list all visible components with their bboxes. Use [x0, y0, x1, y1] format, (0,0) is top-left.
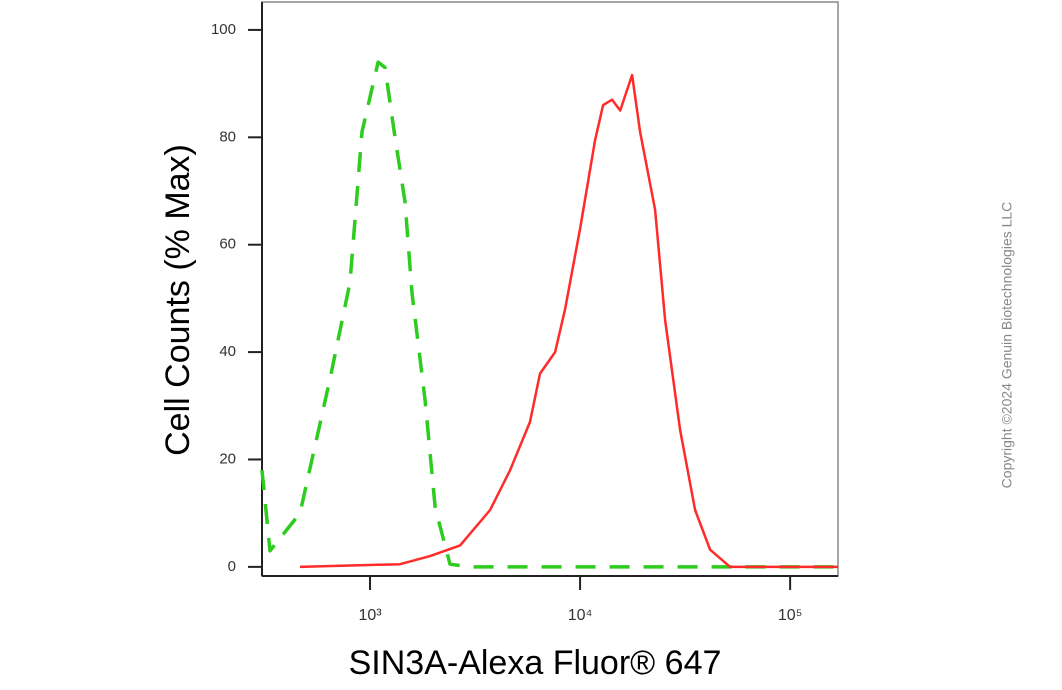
- y-tick-label: 20: [219, 450, 236, 467]
- series-line: [299, 73, 838, 569]
- x-tick-label: 10⁴: [568, 607, 593, 624]
- x-axis-label: SIN3A-Alexa Fluor® 647: [349, 644, 722, 682]
- y-axis-label: Cell Counts (% Max): [159, 144, 197, 456]
- copyright: Copyright ©2024 Genuin Biotechnologies L…: [999, 202, 1015, 489]
- x-tick-label: 10³: [358, 607, 382, 624]
- series-line: [260, 60, 838, 569]
- y-tick-label: 80: [219, 128, 236, 145]
- y-tick-label: 40: [219, 343, 236, 360]
- y-tick-label: 60: [219, 236, 236, 253]
- x-tick-label: 10⁵: [778, 607, 802, 624]
- y-tick-label: 0: [228, 558, 236, 575]
- y-tick-label: 100: [211, 21, 236, 38]
